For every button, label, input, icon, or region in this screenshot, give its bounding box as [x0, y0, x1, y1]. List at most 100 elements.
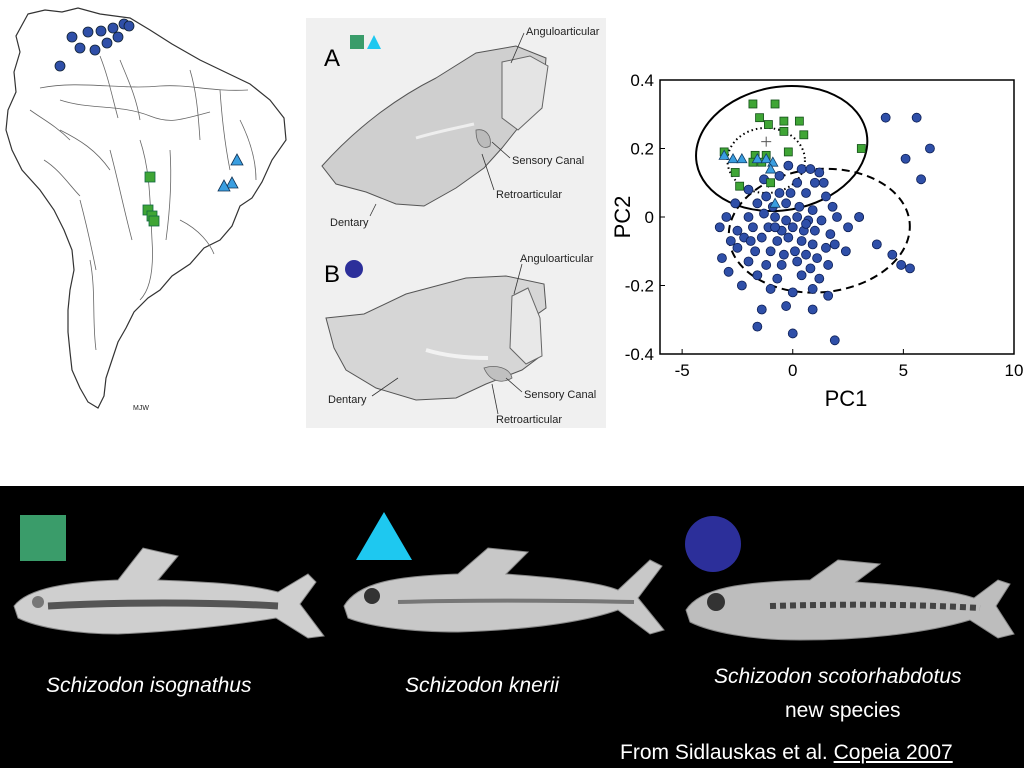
square-species-marker — [20, 515, 66, 561]
pca-circle-point — [843, 222, 853, 233]
rivers — [29, 55, 257, 351]
south-america-map: MJW — [5, 7, 287, 412]
pca-circle-point — [783, 160, 794, 171]
x-tick-label: 5 — [899, 361, 908, 380]
pca-circle-point — [821, 242, 831, 253]
y-tick-label: -0.4 — [625, 345, 654, 364]
map-circle-marker — [66, 31, 78, 43]
pca-circle-point — [805, 164, 816, 174]
pca-circle-point — [916, 174, 926, 185]
label-sensory-canal-b: Sensory Canal — [524, 389, 596, 401]
pca-circle-point — [770, 222, 780, 233]
pca-circle-point — [774, 188, 785, 198]
y-tick-label: 0.2 — [630, 140, 654, 159]
map-circle-marker — [95, 25, 107, 37]
credit-journal-link[interactable]: Copeia 2007 — [833, 741, 953, 764]
x-tick-label: -5 — [675, 361, 690, 380]
axis-ticks: -5 0 5 10 0.4 0.2 0 -0.2 -0.4 — [625, 71, 1024, 380]
pca-circle-point — [714, 222, 725, 233]
pca-circle-point — [807, 205, 818, 216]
pca-circle-point — [752, 270, 763, 281]
map-circle-marker — [123, 20, 135, 32]
pca-circle-point — [880, 112, 891, 123]
pca-circle-point — [743, 256, 754, 267]
pca-circle-point — [818, 177, 829, 188]
caption-knerii: Schizodon knerii — [405, 674, 560, 697]
source-credit: From Sidlauskas et al. Copeia 2007 — [620, 741, 953, 765]
pca-triangle-point — [727, 152, 739, 164]
pca-circle-point — [778, 249, 789, 260]
label-dentary-a: Dentary — [330, 217, 369, 229]
caption-scotorhabdotus: Schizodon scotorhabdotus — [714, 665, 962, 688]
label-a: A — [324, 45, 340, 72]
pca-circle-point — [832, 212, 842, 222]
x-tick-label: 10 — [1005, 361, 1024, 380]
map-circle-marker — [107, 22, 119, 34]
pca-circle-point — [792, 256, 803, 267]
square-marker-a — [350, 35, 364, 49]
pca-square-point — [794, 116, 804, 126]
pca-circle-point — [840, 246, 851, 257]
species-panel: Schizodon isognathus Schizodon knerii Sc… — [0, 486, 1024, 768]
solid-ellipse — [695, 84, 869, 213]
map-square-marker — [144, 171, 156, 183]
pca-circle-point — [792, 177, 803, 188]
circle-species-marker — [685, 516, 741, 572]
pca-circle-point — [752, 198, 763, 209]
pca-square-point — [730, 168, 740, 177]
pca-circle-point — [809, 225, 820, 236]
pca-circle-point — [823, 260, 834, 270]
pca-circle-point — [807, 304, 818, 315]
pca-scatter-plot: -5 0 5 10 0.4 0.2 0 -0.2 -0.4 PC1 PC2 — [610, 71, 1024, 411]
pca-square-point — [779, 116, 789, 126]
pca-circle-point — [805, 263, 816, 274]
pca-circle-point — [796, 270, 807, 281]
confidence-ellipses — [695, 84, 911, 294]
pca-circle-point — [783, 232, 794, 243]
pca-circle-point — [774, 171, 785, 181]
pca-square-point — [779, 126, 789, 136]
fish-scotorhabdotus — [685, 559, 1015, 641]
pca-circle-point — [871, 239, 882, 250]
pca-circle-point — [790, 246, 800, 257]
pca-square-point — [766, 178, 776, 188]
pca-triangle-point — [718, 149, 730, 160]
pca-circle-point — [756, 304, 767, 315]
map-square-marker — [148, 215, 160, 227]
label-retroarticular-b: Retroarticular — [496, 414, 562, 426]
pca-circle-point — [814, 273, 825, 284]
pca-circle-point — [829, 335, 840, 346]
map-triangle-marker — [225, 176, 239, 189]
label-anguloarticular-b: Anguloarticular — [520, 253, 594, 265]
pca-circle-point — [792, 212, 803, 222]
label-sensory-canal-a: Sensory Canal — [512, 155, 584, 167]
caption-isognathus: Schizodon isognathus — [46, 674, 252, 697]
pca-circle-point — [829, 239, 840, 250]
fish-knerii — [343, 547, 665, 635]
pca-circle-point — [807, 239, 818, 250]
pca-circle-point — [905, 263, 915, 274]
pca-circle-point — [748, 222, 758, 233]
pca-circle-point — [925, 143, 935, 154]
pca-square-point — [755, 113, 764, 123]
pca-triangle-point — [751, 152, 764, 164]
pca-circle-point — [801, 188, 811, 198]
pca-circle-point — [796, 236, 807, 246]
pca-square-point — [764, 120, 773, 129]
pca-circle-point — [750, 246, 761, 257]
pca-circle-point — [743, 184, 754, 195]
pca-circle-point — [827, 201, 838, 212]
pca-circle-point — [772, 236, 783, 246]
pca-circle-point — [801, 218, 811, 229]
triangle-species-marker — [356, 512, 412, 560]
pca-circle-point — [814, 167, 825, 178]
map-circle-marker — [54, 60, 66, 72]
pca-circle-point — [736, 280, 747, 291]
pca-circle-point — [752, 321, 763, 332]
pca-triangle-point — [769, 197, 781, 208]
pca-circle-point — [765, 284, 776, 294]
pca-circle-point — [723, 266, 734, 277]
pca-circle-point — [807, 284, 818, 294]
jaw-panel: A Anguloarticular Sensory Canal Retroart… — [306, 18, 606, 428]
map-circle-marker — [101, 37, 113, 49]
